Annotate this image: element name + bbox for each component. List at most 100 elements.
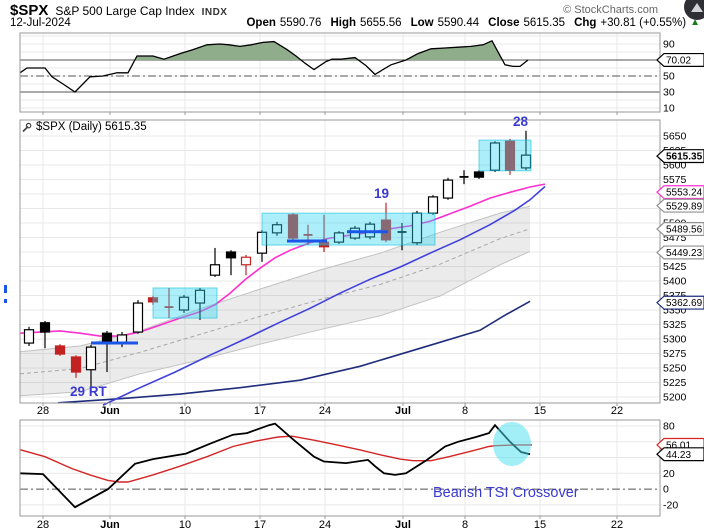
x-axis-label: 24 [319, 519, 331, 531]
axis-label: 5575 [663, 174, 687, 186]
axis-badge-value: 5449.23 [666, 248, 703, 259]
x-axis-label: Jun [100, 519, 120, 531]
candle [209, 247, 221, 277]
high-value: 5655.56 [360, 17, 402, 29]
annotation-text: 28 [513, 114, 529, 129]
axis-label: 5225 [663, 377, 687, 389]
series-label: $SPX (Daily) 5615.35 [36, 121, 147, 133]
chart-legend: $SPX (Daily) 5615.35 [21, 121, 147, 133]
source-credit: © StockCharts.com [563, 4, 658, 16]
x-axis-label: 28 [37, 519, 49, 531]
axis-badge [656, 222, 704, 237]
axis-label: 20 [663, 468, 675, 480]
axis-label: 5200 [663, 392, 687, 404]
floating-widget-icon[interactable] [684, 0, 704, 20]
candle [240, 254, 252, 276]
candle [164, 287, 174, 319]
candle [225, 250, 237, 276]
chg-label: Chg [574, 17, 597, 29]
axis-badge-value: 5362.69 [666, 298, 703, 309]
symbol: $SPX [10, 2, 49, 19]
candle [427, 195, 439, 215]
axis-badge-value: 5529.89 [666, 201, 703, 212]
annotation-tool-icon[interactable] [21, 122, 32, 133]
close-value: 5615.35 [523, 17, 566, 29]
candle [54, 344, 66, 356]
axis-label: 5425 [663, 261, 687, 273]
chart-date: 12-Jul-2024 [10, 17, 71, 29]
edge-mark [4, 285, 7, 293]
symbol-name: S&P 500 Large Cap Index [55, 4, 195, 18]
x-axis-label: Jul [395, 405, 411, 417]
axis-label: 5275 [663, 348, 687, 360]
axis-badge [656, 245, 704, 260]
axis-badge-value: 5489.56 [666, 225, 703, 236]
x-axis-label: 22 [611, 519, 623, 531]
axis-label: 0 [663, 484, 669, 496]
open-label: Open [246, 17, 276, 29]
low-value: 5590.44 [437, 17, 480, 29]
candle [23, 326, 35, 346]
candle [70, 355, 82, 378]
axis-badge [656, 295, 704, 310]
axis-label: 5250 [663, 363, 687, 375]
chg-value: +30.81 (+0.55%) [600, 17, 687, 29]
candle [473, 170, 485, 179]
x-axis-label: 10 [179, 405, 191, 417]
candle [85, 344, 97, 392]
axis-badge-value: 5615.35 [666, 152, 703, 163]
candle [442, 177, 454, 200]
highlight-box [152, 287, 218, 319]
x-axis-label: 15 [534, 519, 546, 531]
annotation-text: 19 [374, 186, 389, 201]
bollinger-band-fill [20, 206, 530, 396]
axis-label: -20 [663, 499, 678, 511]
crossover-highlight [493, 422, 531, 466]
tsi-line [19, 422, 531, 509]
axis-label: 90 [663, 39, 675, 51]
x-axis-label: 28 [37, 405, 49, 417]
close-label: Close [488, 17, 520, 29]
exchange-label: INDX [201, 7, 228, 18]
axis-label: 10 [663, 103, 675, 115]
axis-badge [656, 52, 704, 67]
bollinger-lower [19, 250, 531, 397]
x-axis-label: 8 [462, 519, 468, 531]
rsi-line [19, 39, 529, 93]
candle [271, 221, 283, 236]
x-axis-label: 17 [254, 405, 266, 417]
bollinger-mid [19, 228, 531, 375]
axis-label: 5650 [663, 131, 687, 143]
axis-badge-value: 70.02 [666, 56, 691, 67]
candle [178, 294, 190, 313]
up-arrow-icon: ▲ [690, 17, 700, 28]
axis-label: 50 [663, 71, 675, 83]
axis-badge-value: 44.23 [666, 450, 691, 461]
x-axis-label: 17 [254, 519, 266, 531]
ma50-line [102, 185, 546, 406]
axis-badge-value: 56.01 [666, 441, 691, 452]
axis-label: 30 [663, 87, 675, 99]
axis-label: 80 [663, 421, 675, 433]
high-label: High [330, 17, 356, 29]
axis-badge-value: 5553.24 [666, 188, 703, 199]
x-axis-label: 22 [611, 405, 623, 417]
highlight-box [478, 139, 532, 172]
candle [380, 202, 392, 243]
low-label: Low [410, 17, 434, 29]
ma_long-line [57, 300, 531, 404]
axis-badge [656, 198, 704, 213]
price-panel: 5200522552505275530053255350537554005425… [4, 114, 704, 417]
rsi-panel: 90 50 30 10 70.02 [19, 32, 704, 115]
open-value: 5590.76 [279, 17, 322, 29]
chart-title-row: $SPX S&P 500 Large Cap Index INDX [10, 2, 227, 19]
edge-mark [4, 299, 7, 303]
axis-badge [656, 447, 704, 462]
annotation-text: Bearish TSI Crossover [433, 485, 579, 501]
axis-badge [656, 185, 704, 200]
signal-line [19, 435, 532, 483]
candle [39, 321, 51, 349]
